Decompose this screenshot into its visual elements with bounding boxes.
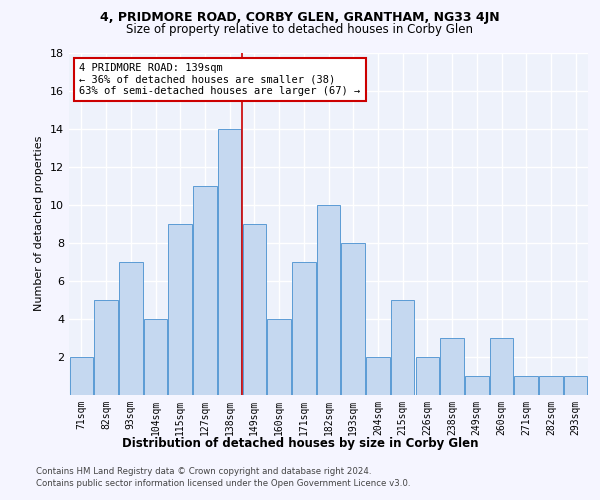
Bar <box>242 224 266 395</box>
Bar <box>193 186 217 395</box>
Bar <box>564 376 587 395</box>
Bar <box>218 128 241 395</box>
Bar <box>70 357 93 395</box>
Bar <box>366 357 389 395</box>
Bar <box>440 338 464 395</box>
Bar <box>169 224 192 395</box>
Bar <box>514 376 538 395</box>
Y-axis label: Number of detached properties: Number of detached properties <box>34 136 44 312</box>
Text: 4 PRIDMORE ROAD: 139sqm
← 36% of detached houses are smaller (38)
63% of semi-de: 4 PRIDMORE ROAD: 139sqm ← 36% of detache… <box>79 63 361 96</box>
Text: Size of property relative to detached houses in Corby Glen: Size of property relative to detached ho… <box>127 22 473 36</box>
Text: Contains public sector information licensed under the Open Government Licence v3: Contains public sector information licen… <box>36 479 410 488</box>
Bar <box>490 338 513 395</box>
Bar <box>119 262 143 395</box>
Bar <box>94 300 118 395</box>
Text: 4, PRIDMORE ROAD, CORBY GLEN, GRANTHAM, NG33 4JN: 4, PRIDMORE ROAD, CORBY GLEN, GRANTHAM, … <box>100 11 500 24</box>
Bar <box>292 262 316 395</box>
Bar <box>317 204 340 395</box>
Bar <box>341 243 365 395</box>
Bar <box>391 300 415 395</box>
Text: Contains HM Land Registry data © Crown copyright and database right 2024.: Contains HM Land Registry data © Crown c… <box>36 468 371 476</box>
Bar <box>416 357 439 395</box>
Text: Distribution of detached houses by size in Corby Glen: Distribution of detached houses by size … <box>122 438 478 450</box>
Bar <box>144 319 167 395</box>
Bar <box>539 376 563 395</box>
Bar <box>465 376 488 395</box>
Bar <box>268 319 291 395</box>
